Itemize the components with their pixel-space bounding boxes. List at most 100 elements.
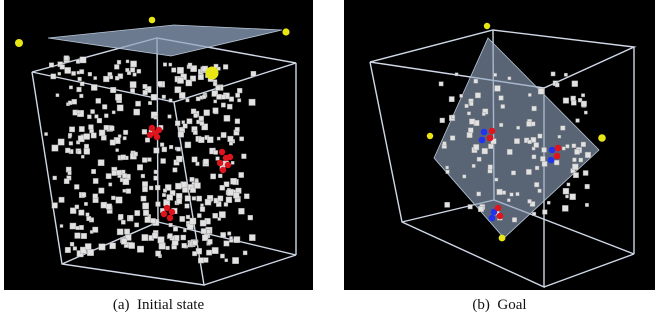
- particle: [506, 149, 513, 155]
- particle: [189, 217, 197, 225]
- particle: [44, 132, 48, 136]
- particle: [582, 170, 589, 176]
- particle: [64, 67, 72, 74]
- particle: [562, 205, 569, 212]
- particle: [528, 93, 532, 97]
- particle: [72, 246, 77, 251]
- particle: [215, 85, 221, 91]
- particle: [189, 186, 196, 193]
- particle: [218, 211, 226, 219]
- particle: [90, 132, 97, 139]
- particle: [166, 194, 173, 201]
- particle: [565, 194, 569, 199]
- particle: [125, 234, 132, 241]
- particle: [63, 55, 70, 61]
- viewport-initial-state[interactable]: [4, 0, 313, 290]
- particle: [564, 72, 568, 77]
- particle: [50, 73, 57, 80]
- highlight-particle: [496, 212, 504, 220]
- particle: [51, 202, 58, 209]
- particle: [565, 144, 570, 149]
- particle: [197, 74, 204, 81]
- particle: [84, 143, 90, 149]
- particle: [212, 212, 218, 219]
- particle: [83, 148, 91, 155]
- particle: [449, 135, 456, 141]
- viewport-goal[interactable]: [344, 0, 655, 290]
- particle: [181, 120, 185, 124]
- particle: [526, 120, 533, 127]
- particle: [195, 161, 200, 166]
- particle: [117, 134, 122, 138]
- particle: [575, 118, 580, 123]
- particle: [481, 148, 488, 155]
- particle: [211, 90, 219, 97]
- particle: [248, 234, 256, 241]
- particle: [200, 203, 204, 207]
- particle: [183, 228, 187, 233]
- particle: [471, 163, 476, 168]
- particle: [57, 72, 61, 76]
- particle: [150, 93, 158, 101]
- particle: [103, 124, 109, 131]
- particle: [196, 195, 203, 202]
- particle: [476, 191, 481, 197]
- particle: [117, 73, 124, 79]
- particle: [111, 170, 117, 176]
- particle: [584, 184, 590, 190]
- particle: [118, 214, 124, 220]
- particle: [109, 75, 114, 80]
- scene-initial-state: [15, 16, 297, 286]
- particle: [110, 86, 117, 93]
- particle: [155, 201, 161, 207]
- particle: [115, 148, 119, 152]
- particle: [176, 155, 183, 163]
- particle: [247, 214, 253, 221]
- particle: [218, 173, 223, 178]
- particle: [454, 72, 459, 77]
- particle: [92, 178, 99, 184]
- particle: [174, 120, 181, 126]
- particle: [224, 258, 228, 263]
- particle: [152, 232, 159, 239]
- particle: [212, 81, 218, 87]
- particle: [59, 224, 64, 228]
- particle: [241, 153, 247, 159]
- particle: [192, 129, 198, 135]
- particle: [71, 99, 77, 105]
- particle: [69, 222, 77, 230]
- particle: [160, 142, 165, 147]
- particle-cloud: [438, 71, 592, 223]
- particle: [130, 60, 137, 68]
- highlight-particle: [216, 159, 224, 167]
- particle: [81, 192, 87, 198]
- particle: [124, 228, 130, 235]
- particle: [71, 71, 76, 76]
- particle: [581, 93, 585, 98]
- particle: [120, 219, 126, 225]
- particle: [201, 123, 209, 131]
- particle: [226, 188, 234, 196]
- particle: [97, 159, 105, 167]
- particle: [181, 242, 187, 249]
- particle: [68, 133, 73, 138]
- particle: [105, 203, 112, 210]
- particle-cloud: [44, 55, 257, 264]
- particle: [141, 157, 148, 163]
- particle: [142, 202, 150, 210]
- particle: [182, 186, 188, 193]
- highlight-particle: [480, 128, 488, 136]
- particle: [51, 144, 59, 152]
- particle: [467, 111, 471, 116]
- particle: [74, 232, 81, 239]
- particle: [229, 236, 233, 240]
- particle: [69, 241, 75, 247]
- highlighted-cluster: [146, 124, 234, 222]
- particle: [230, 161, 235, 165]
- particle: [220, 132, 227, 138]
- particle: [153, 175, 159, 181]
- particle: [201, 94, 207, 99]
- particle: [90, 84, 98, 91]
- particle: [141, 234, 149, 241]
- particle: [93, 76, 97, 80]
